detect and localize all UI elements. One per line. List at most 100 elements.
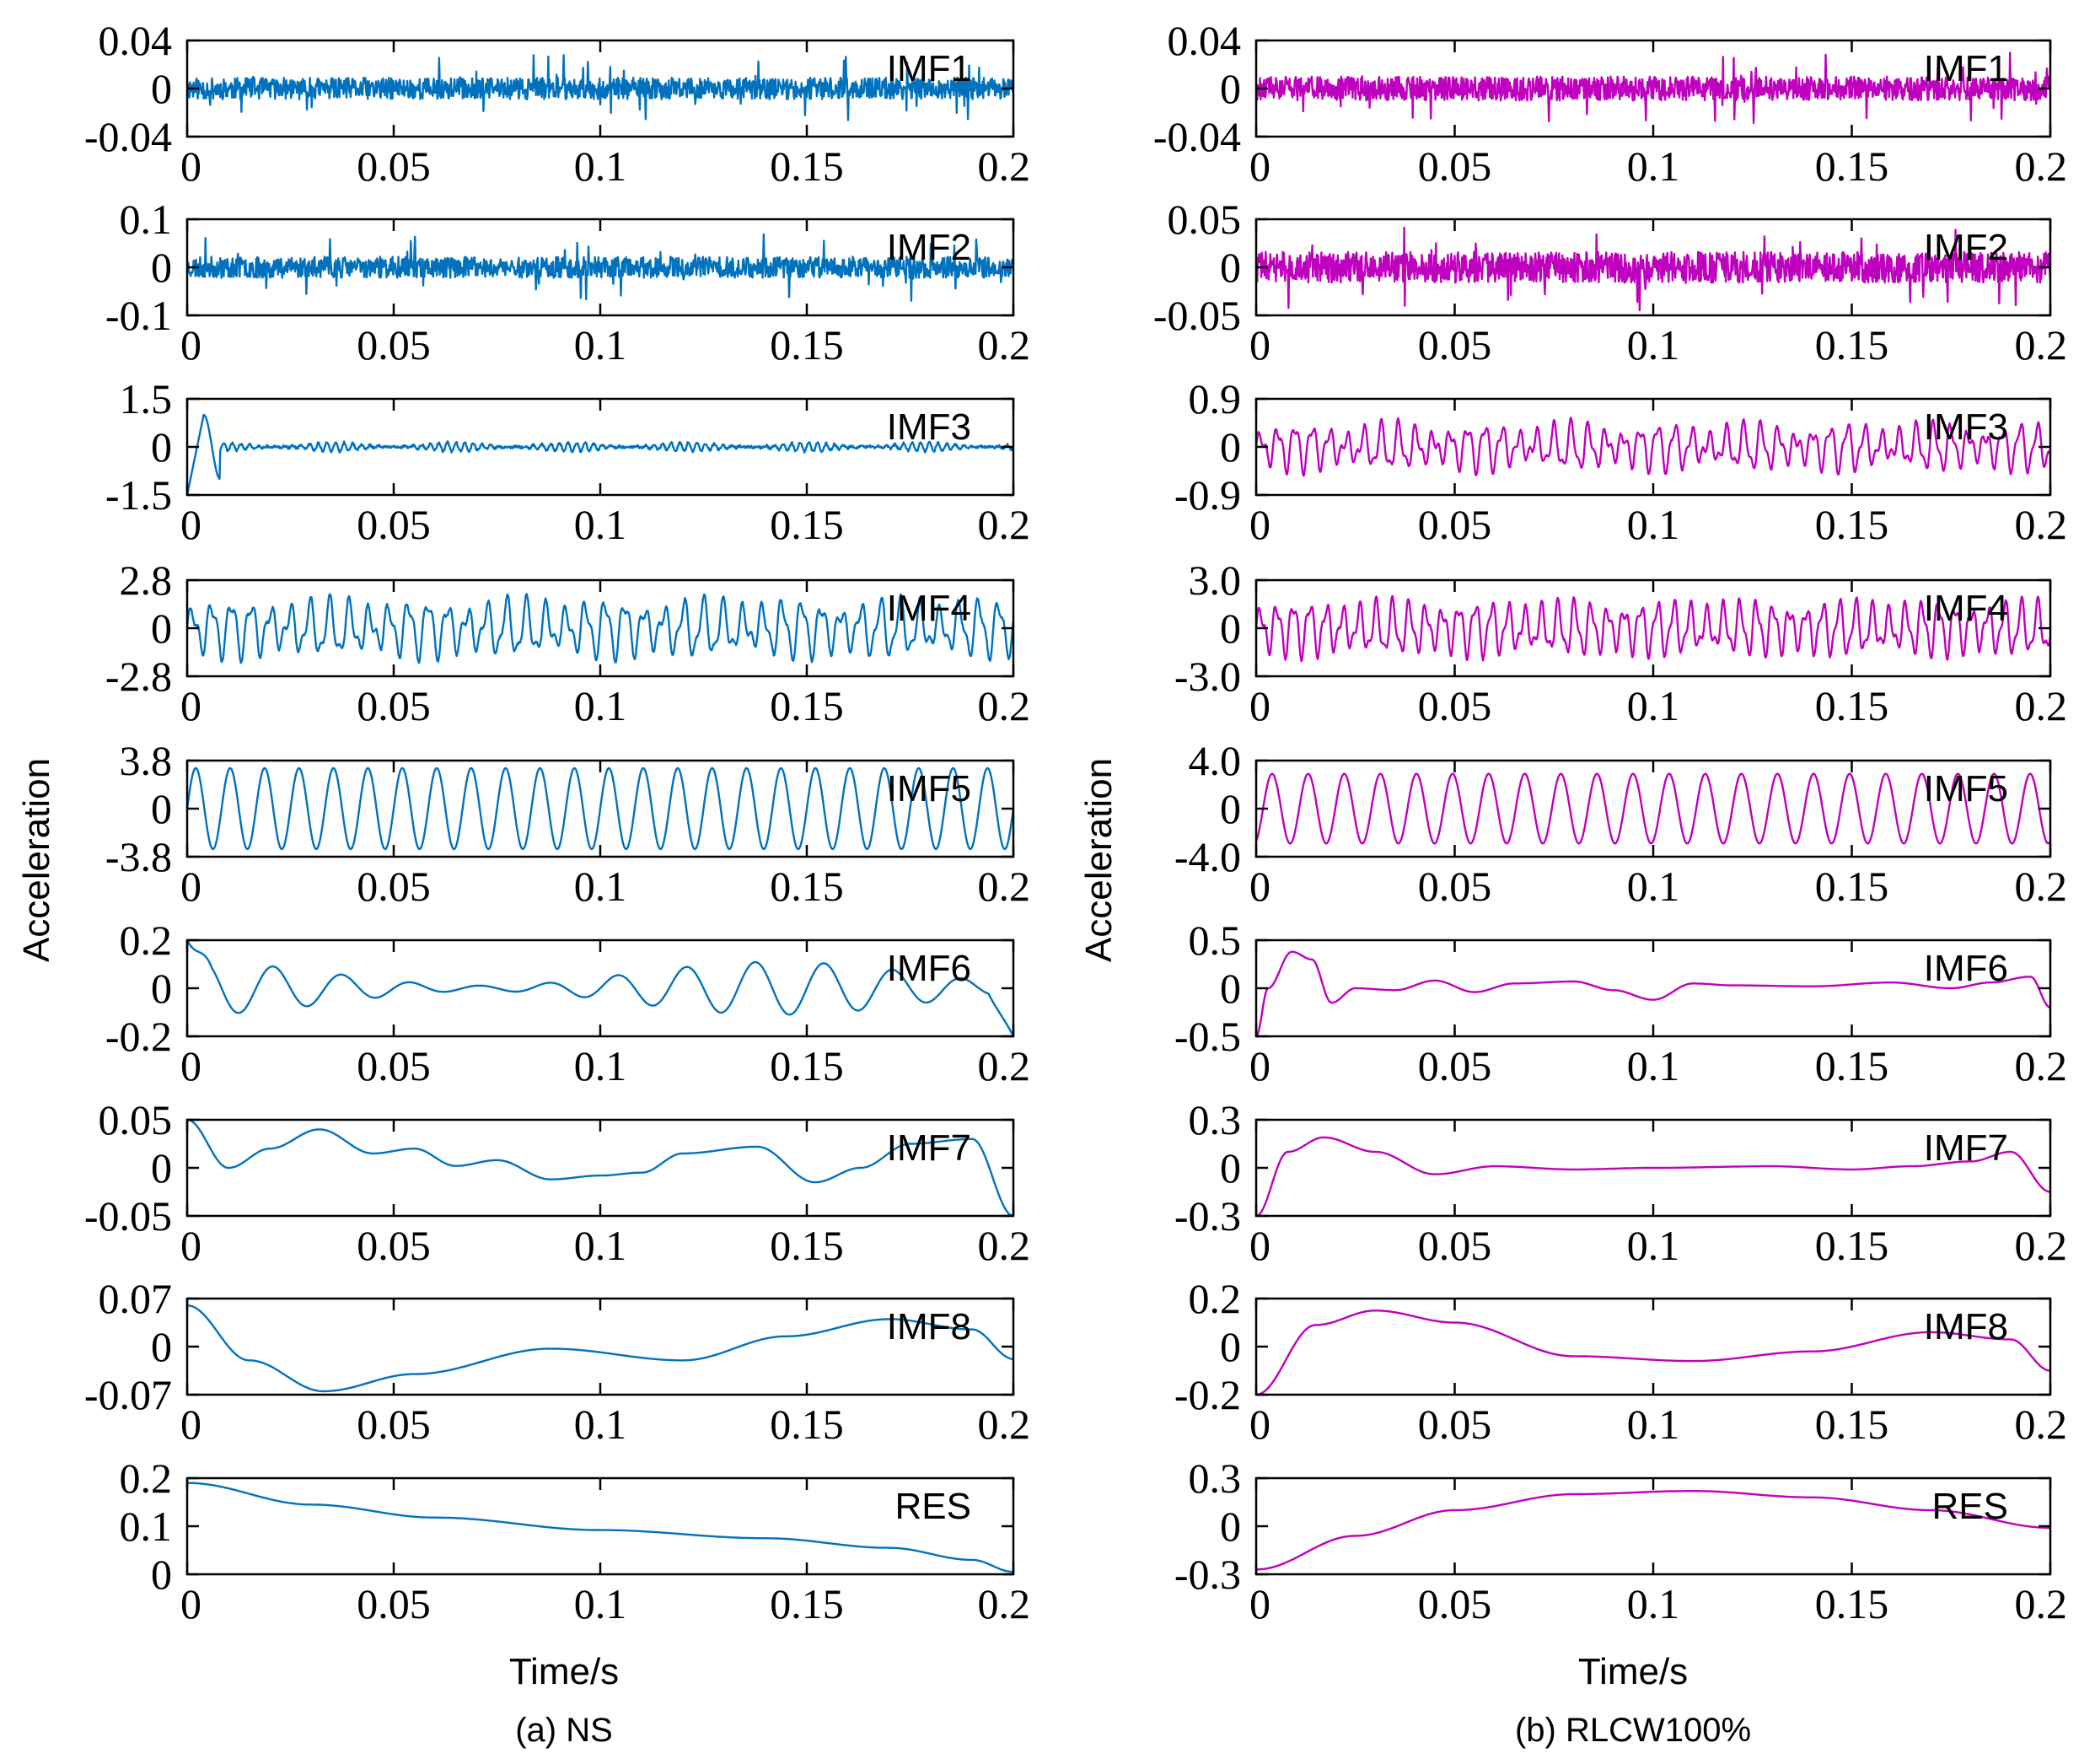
xtick-label: 0.2 — [978, 143, 1031, 190]
axes-frame — [185, 1476, 1015, 1576]
xtick-label: 0.05 — [1418, 143, 1492, 190]
xtick-label: 0.15 — [1815, 1222, 1889, 1269]
ytick-label: -2.8 — [105, 653, 172, 700]
xtick-label: 0.05 — [1418, 863, 1492, 910]
subplot-name-label: IMF3 — [887, 406, 971, 448]
series-line — [185, 939, 1015, 1037]
xtick-label: 0.05 — [1418, 321, 1492, 368]
xtick-label: 0 — [1249, 501, 1270, 548]
ytick-label: 3.0 — [1189, 557, 1242, 604]
series-line — [1255, 1310, 2051, 1396]
subplot-name-label: IMF2 — [887, 227, 971, 268]
ytick-label: 0.9 — [1189, 375, 1242, 422]
xtick-label: 0.2 — [2015, 1222, 2068, 1269]
ytick-label: -4.0 — [1174, 833, 1241, 880]
xtick-label: 0.2 — [2015, 1042, 2068, 1089]
xtick-label: 0.1 — [1627, 682, 1680, 729]
xtick-label: 0.05 — [357, 1042, 431, 1089]
xtick-label: 0 — [1249, 863, 1270, 910]
xtick-label: 0.15 — [1815, 682, 1889, 729]
ytick-label: -0.07 — [84, 1371, 172, 1418]
ytick-label: 0 — [151, 785, 172, 832]
xtick-label: 0.15 — [1815, 863, 1889, 910]
xtick-label: 0.1 — [1627, 1222, 1680, 1269]
ytick-label: 0.3 — [1189, 1096, 1242, 1143]
ytick-label: 0.5 — [1189, 917, 1242, 964]
xtick-label: 0.2 — [978, 1580, 1031, 1627]
series-line — [1254, 417, 2051, 477]
ytick-label: 0.2 — [120, 917, 173, 964]
subplot-name-label: IMF6 — [1924, 948, 2008, 989]
xtick-label: 0 — [180, 682, 201, 729]
series-line — [1255, 1136, 2051, 1218]
panel-label-a: (a) NS — [515, 1712, 613, 1749]
xtick-label: 0 — [180, 501, 201, 548]
subplot-name-label: IMF4 — [887, 588, 971, 629]
ytick-label: 0.2 — [120, 1455, 173, 1502]
xtick-label: 0 — [180, 1401, 201, 1448]
series-line — [1254, 226, 2052, 312]
ytick-label: 0.1 — [120, 196, 173, 243]
xtick-label: 0.1 — [1627, 501, 1680, 548]
ytick-label: 0.3 — [1189, 1455, 1242, 1502]
subplot-name-label: IMF7 — [887, 1127, 971, 1169]
ytick-label: 0 — [1220, 65, 1241, 112]
ytick-label: 0 — [1220, 785, 1241, 832]
xtick-label: 0 — [180, 863, 201, 910]
xtick-label: 0.1 — [1627, 1580, 1680, 1627]
ytick-label: 0.1 — [120, 1503, 173, 1550]
ytick-label: 1.5 — [120, 375, 173, 422]
subplot-name-label: IMF2 — [1924, 227, 2008, 268]
ytick-label: 0 — [151, 1323, 172, 1370]
xtick-label: 0.05 — [1418, 1401, 1492, 1448]
xtick-label: 0.15 — [1815, 1042, 1889, 1089]
xtick-label: 0.2 — [978, 1401, 1031, 1448]
xtick-label: 0.2 — [2015, 1580, 2068, 1627]
xtick-label: 0.1 — [574, 321, 627, 368]
xtick-label: 0.1 — [574, 501, 627, 548]
xtick-label: 0.15 — [770, 501, 844, 548]
subplot-name-label: IMF7 — [1924, 1127, 2008, 1169]
xtick-label: 0.1 — [1627, 143, 1680, 190]
xtick-label: 0.2 — [2015, 863, 2068, 910]
subplot-name-label: IMF3 — [1924, 406, 2008, 448]
xtick-label: 0.15 — [770, 143, 844, 190]
ytick-label: 0 — [1220, 605, 1241, 652]
ytick-label: 0 — [1220, 1503, 1241, 1550]
xtick-label: 0.2 — [2015, 501, 2068, 548]
xtick-label: 0.2 — [978, 863, 1031, 910]
ytick-label: -3.0 — [1174, 653, 1241, 700]
ytick-label: -0.3 — [1174, 1192, 1241, 1240]
xtick-label: 0 — [1249, 682, 1270, 729]
xtick-label: 0.1 — [1627, 1042, 1680, 1089]
subplot-name-label: IMF1 — [1924, 48, 2008, 89]
ytick-label: 0 — [151, 1551, 172, 1598]
xtick-label: 0.15 — [1815, 143, 1889, 190]
ytick-label: -0.04 — [84, 113, 172, 160]
ytick-label: -1.5 — [105, 471, 172, 519]
xtick-label: 0 — [1249, 321, 1270, 368]
xtick-label: 0.05 — [357, 1401, 431, 1448]
ytick-label: 3.8 — [120, 737, 173, 784]
panel-label-b: (b) RLCW100% — [1515, 1712, 1751, 1749]
xtick-label: 0.15 — [770, 1580, 844, 1627]
ytick-label: 0 — [151, 65, 172, 112]
series-line — [1256, 1490, 2050, 1571]
xtick-label: 0.1 — [574, 1580, 627, 1627]
xtick-label: 0.2 — [2015, 682, 2068, 729]
subplot-name-label: RES — [895, 1486, 971, 1527]
xtick-label: 0.1 — [1627, 321, 1680, 368]
ytick-label: 0 — [1220, 965, 1241, 1012]
